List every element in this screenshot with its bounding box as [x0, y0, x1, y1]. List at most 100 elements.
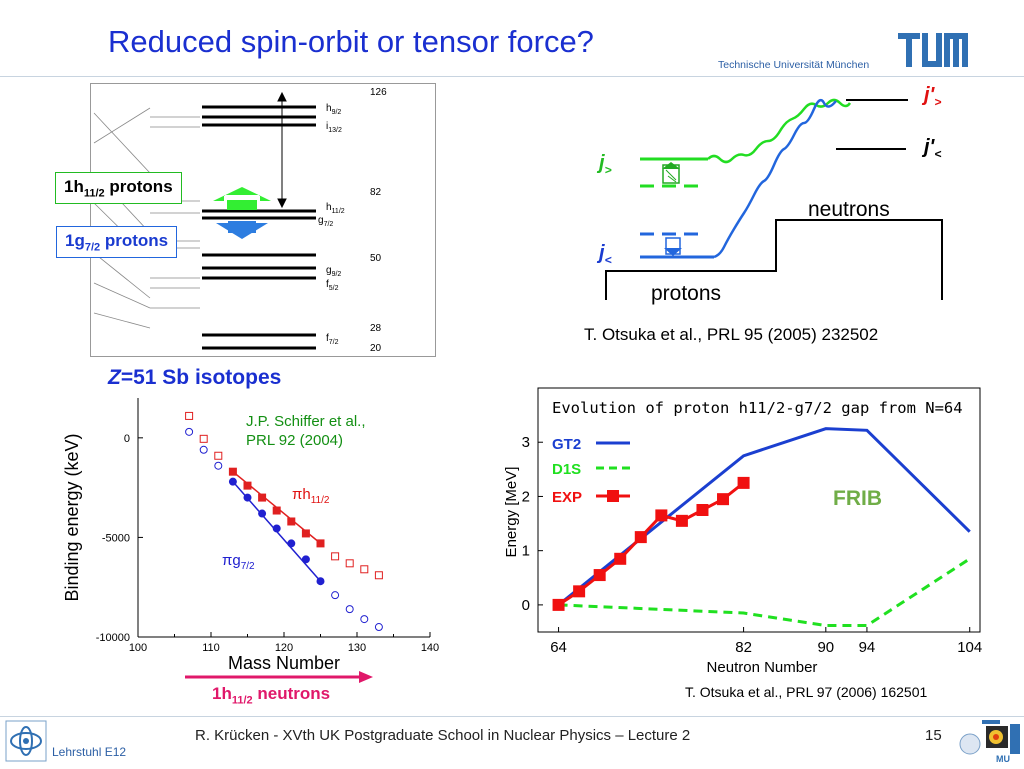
gap-point-exp — [634, 531, 647, 544]
level-label-i132: i13/2 — [326, 121, 342, 134]
gap-point-exp — [573, 585, 586, 598]
label-protons: protons — [651, 282, 722, 305]
institute-name: Lehrstuhl E12 — [52, 745, 127, 759]
sb-binding-energy-chart: 100 110 120 130 140 0 -5000 -10000 Mass Number Bi… — [62, 398, 439, 673]
sb-x-tick-label: 100 — [129, 642, 147, 654]
sb-point-g72 — [374, 623, 383, 632]
shell-model-diagram: h9/2 i13/2 h11/2 g7/2 g9/2 f5/2 f7/2 126… — [90, 83, 436, 357]
magic-20: 20 — [370, 343, 382, 354]
sb-point-g72 — [185, 427, 194, 436]
university-name: Technische Universität München — [718, 59, 870, 71]
sb-point-h112 — [374, 571, 383, 580]
sb-point-h112 — [272, 506, 281, 515]
gap-legend-label: D1S — [552, 461, 581, 478]
neutron-arrow-label: 1h11/2 neutrons — [212, 684, 331, 707]
reference-schiffer-line2: PRL 92 (2004) — [246, 432, 344, 449]
level-label-g92: g9/2 — [326, 265, 341, 278]
gap-x-tick-label: 82 — [735, 639, 752, 656]
gap-y-tick-label: 3 — [522, 434, 530, 451]
gap-series-d1s — [558, 557, 971, 627]
reference-otsuka-2006: T. Otsuka et al., PRL 97 (2006) 162501 — [685, 684, 928, 700]
sb-x-axis-label: Mass Number — [228, 653, 340, 673]
header-divider — [0, 76, 1024, 77]
gap-point-exp — [593, 569, 606, 582]
magic-82: 82 — [370, 187, 382, 198]
sb-point-g72 — [331, 591, 340, 600]
sb-y-tick-label: -10000 — [96, 632, 130, 644]
label-j-prime-gt: j'> — [924, 84, 942, 109]
label-neutrons: neutrons — [808, 198, 890, 221]
gap-y-tick-label: 2 — [522, 488, 530, 505]
sb-point-g72 — [199, 445, 208, 454]
gap-legend-label: GT2 — [552, 436, 581, 453]
tum-logo — [898, 33, 968, 67]
gap-legend-label: EXP — [552, 489, 582, 506]
sb-point-h112 — [345, 559, 354, 568]
magic-50: 50 — [370, 253, 382, 264]
g7-protons-box: 1g7/2 protons — [56, 226, 178, 259]
up-arrow-icon — [213, 187, 271, 201]
gap-point-exp — [675, 514, 688, 527]
gap-point-exp — [737, 476, 750, 489]
gap-chart-title: Evolution of proton h11/2-g7/2 gap from … — [552, 399, 963, 417]
sb-chart-heading: Z=51 Sb isotopes — [108, 366, 282, 389]
series-label-h112: πh11/2 — [292, 486, 330, 506]
frib-label: FRIB — [833, 487, 882, 510]
sb-point-h112 — [331, 552, 340, 561]
sb-y-tick-label: -5000 — [102, 532, 130, 544]
sb-point-h112 — [287, 517, 296, 526]
label-j-gt: j> — [599, 152, 612, 177]
sb-point-g72 — [287, 539, 296, 548]
green-wavy-link — [707, 98, 852, 164]
gap-y-tick-label: 0 — [522, 597, 530, 614]
sb-point-g72 — [228, 477, 237, 486]
sb-point-h112 — [199, 434, 208, 443]
gap-point-exp — [696, 504, 709, 516]
sb-x-tick-label: 110 — [202, 642, 220, 654]
sb-point-h112 — [316, 539, 325, 548]
sb-point-h112 — [228, 467, 237, 476]
sb-point-g72 — [258, 509, 267, 518]
sb-point-g72 — [243, 493, 252, 502]
sb-point-g72 — [360, 615, 369, 624]
gap-y-tick-label: 1 — [522, 543, 530, 560]
sb-x-tick-label: 130 — [348, 642, 366, 654]
gap-point-exp — [614, 552, 627, 565]
gap-x-axis-label: Neutron Number — [707, 659, 818, 676]
gap-x-tick-label: 90 — [817, 639, 834, 656]
gap-point-exp — [655, 509, 668, 522]
gap-x-tick-label: 64 — [550, 639, 567, 656]
gap-y-axis-label: Energy [MeV] — [503, 467, 520, 558]
sb-x-tick-label: 140 — [421, 642, 439, 654]
sb-point-h112 — [360, 565, 369, 574]
slide-title: Reduced spin-orbit or tensor force? — [108, 24, 594, 59]
label-j-prime-lt: j'< — [924, 136, 942, 161]
gap-series-exp — [557, 481, 745, 607]
sb-point-g72 — [272, 524, 281, 533]
sb-point-h112 — [243, 481, 252, 490]
gap-x-tick-label: 94 — [859, 639, 876, 656]
sb-y-axis-label: Binding energy (keV) — [62, 433, 82, 601]
sb-point-h112 — [185, 411, 194, 420]
sb-y-tick-label: 0 — [124, 433, 130, 445]
level-label-h112: h11/2 — [326, 202, 345, 215]
h11-protons-box: 1h11/2 protons — [55, 172, 182, 205]
sb-point-g72 — [345, 605, 354, 614]
sb-point-g72 — [214, 461, 223, 470]
footer-bar — [0, 716, 1024, 769]
level-label-f72: f7/2 — [326, 333, 339, 346]
gap-legend-marker — [607, 490, 619, 502]
sb-point-h112 — [301, 529, 310, 538]
sb-x-tick-label: 120 — [275, 642, 293, 654]
tensor-force-schematic — [605, 98, 943, 300]
label-j-lt: j< — [599, 242, 612, 267]
tum-mu-logo: MU — [959, 720, 1020, 764]
series-label-g72: πg7/2 — [222, 552, 255, 572]
sb-point-g72 — [316, 577, 325, 586]
mu-logo-text: MU — [996, 754, 1010, 764]
e12-logo-icon — [5, 720, 47, 762]
footer-text: R. Krücken - XVth UK Postgraduate School… — [195, 727, 691, 744]
down-arrow-icon — [216, 223, 268, 239]
level-label-h92: h9/2 — [326, 103, 341, 116]
sb-point-h112 — [258, 493, 267, 502]
